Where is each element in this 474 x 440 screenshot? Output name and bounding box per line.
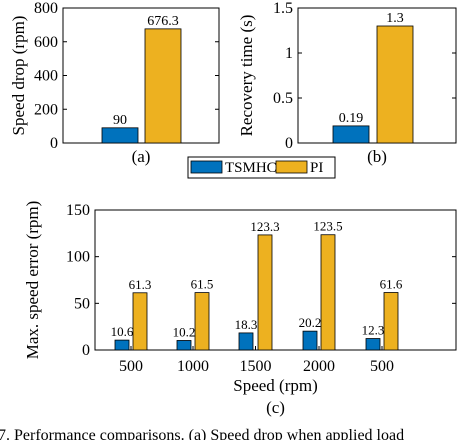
y-tick-label-c: 100 — [66, 249, 90, 266]
value-label-a: 90 — [113, 113, 127, 128]
value-label-c: 61.3 — [129, 277, 152, 292]
value-label-b: 0.19 — [339, 111, 364, 126]
y-axis-label-b: Recovery time (s) — [237, 15, 256, 137]
figure-caption: 7. Performance comparisons. (a) Speed dr… — [0, 427, 404, 440]
y-tick-label-a: 600 — [34, 34, 58, 51]
legend-swatch-pi — [276, 161, 307, 173]
panel-label-b: (b) — [367, 147, 387, 166]
bar-b-pi — [377, 26, 413, 143]
panel-a: 0 200 400 600 800 90 676.3 Speed drop (rpm) (a) — [9, 0, 219, 166]
panel-label-a: (a) — [132, 147, 151, 166]
bar-c-pi — [133, 293, 147, 350]
y-tick-label-b: 1.5 — [273, 0, 293, 17]
y-tick-label-a: 200 — [34, 101, 58, 118]
bar-c-tsmhc — [366, 339, 380, 350]
x-tick-label-c: 500 — [370, 358, 394, 375]
y-tick-label-b: 0.5 — [273, 90, 293, 107]
value-label-a: 676.3 — [147, 14, 179, 29]
legend-label-pi: PI — [310, 160, 323, 176]
bar-c-tsmhc — [303, 331, 317, 350]
value-label-c: 12.3 — [362, 323, 385, 338]
y-tick-label-b: 1 — [285, 45, 293, 62]
panel-label-c: (c) — [266, 398, 285, 417]
value-label-c: 61.6 — [380, 277, 403, 292]
bar-c-pi — [321, 235, 335, 350]
y-tick-label-c: 150 — [66, 202, 90, 219]
bar-c-pi — [258, 235, 272, 350]
value-label-c: 20.2 — [299, 315, 322, 330]
y-tick-label-a: 400 — [34, 68, 58, 85]
axes-box-a — [63, 8, 219, 143]
y-tick-label-a: 800 — [34, 0, 58, 17]
x-tick-label-c: 2000 — [303, 358, 335, 375]
legend-swatch-tsmhc — [191, 161, 222, 173]
x-tick-label-c: 500 — [119, 358, 143, 375]
bar-c-tsmhc — [177, 340, 191, 350]
y-axis-label-a: Speed drop (rpm) — [9, 16, 28, 136]
y-axis-label-c: Max. speed error (rpm) — [23, 201, 42, 360]
bar-b-tsmhc — [333, 126, 369, 143]
panel-b: 0 0.5 1 1.5 0.19 1.3 Recovery time (s) (b) — [237, 0, 456, 166]
bar-a-pi — [145, 29, 181, 143]
value-label-b: 1.3 — [386, 11, 404, 26]
x-tick-label-c: 1000 — [177, 358, 209, 375]
bar-a-tsmhc — [102, 128, 138, 143]
bar-c-pi — [384, 293, 398, 350]
y-tick-label-b: 0 — [285, 135, 293, 152]
value-label-c: 61.5 — [191, 277, 214, 292]
value-label-c: 123.5 — [313, 219, 342, 234]
panel-c: 0 50 100 150 10.6 61.3 500 10.2 61.5 1000 18.3 123.… — [23, 201, 456, 417]
y-tick-label-c: 0 — [82, 342, 90, 359]
value-label-c: 123.3 — [250, 219, 279, 234]
x-tick-label-c: 1500 — [240, 358, 272, 375]
y-tick-label-c: 50 — [74, 295, 90, 312]
legend: TSMHC PI — [188, 157, 335, 178]
y-tick-label-a: 0 — [50, 135, 58, 152]
bar-c-tsmhc — [239, 333, 253, 350]
value-label-c: 10.2 — [173, 324, 196, 339]
value-label-c: 18.3 — [235, 317, 258, 332]
bar-c-pi — [195, 293, 209, 350]
legend-label-tsmhc: TSMHC — [225, 160, 277, 176]
bar-c-tsmhc — [115, 340, 129, 350]
value-label-c: 10.6 — [111, 324, 134, 339]
x-axis-label-c: Speed (rpm) — [233, 376, 318, 395]
